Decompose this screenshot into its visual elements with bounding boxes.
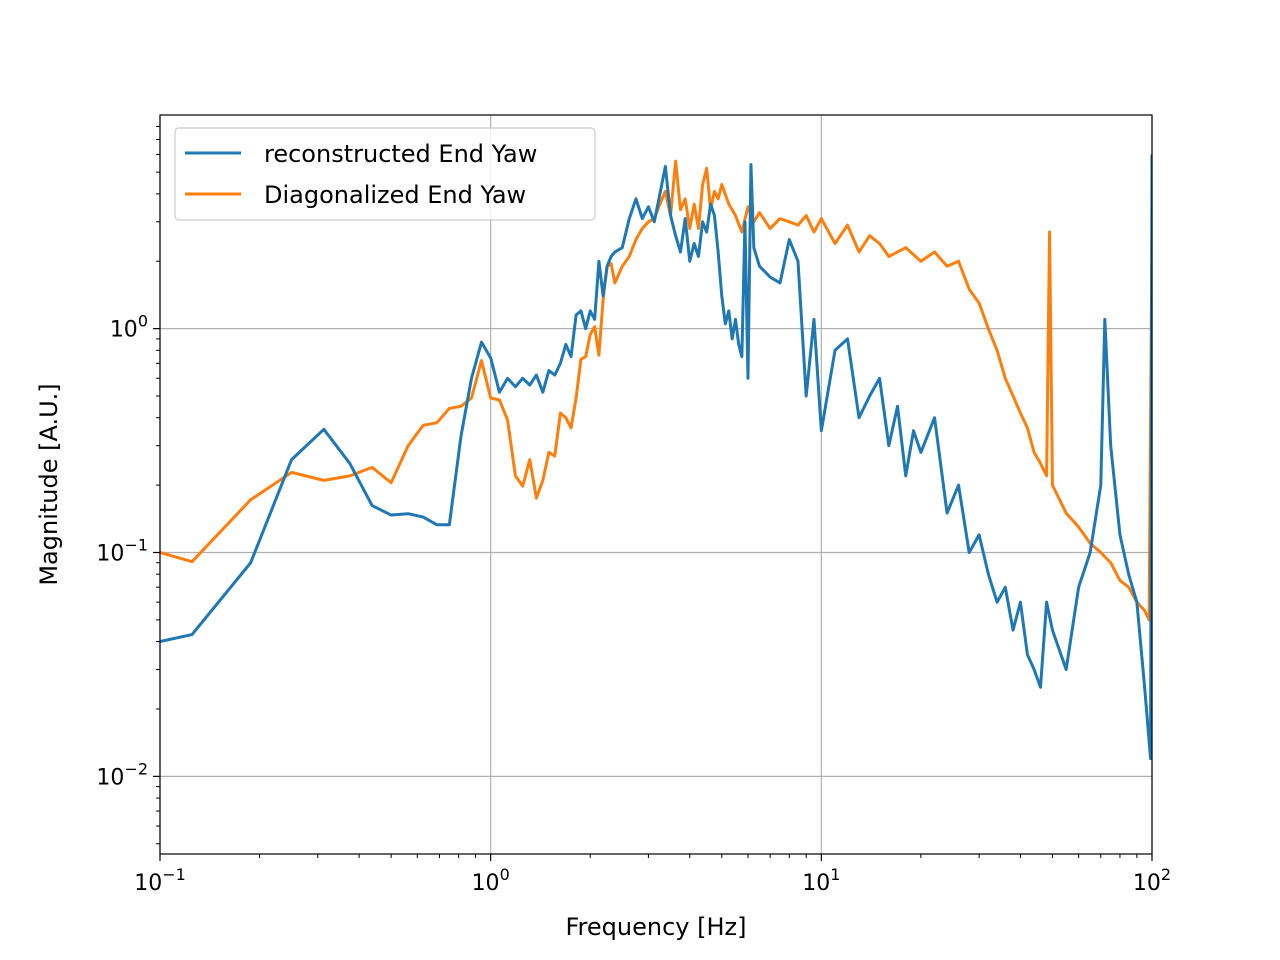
legend-entry-reconstructed: reconstructed End Yaw xyxy=(264,140,537,168)
y-tick-label: 10−1 xyxy=(96,535,148,566)
ticks: 10−1 100 101 102 10−2 10−1 100 xyxy=(96,125,1171,896)
y-tick-label: 100 xyxy=(110,312,148,343)
axes-frame xyxy=(159,114,1153,855)
legend-entry-diagonalized: Diagonalized End Yaw xyxy=(264,181,526,209)
y-tick-label: 10−2 xyxy=(96,759,148,790)
series-line-diagonalized xyxy=(160,159,1152,622)
x-tick-label: 10−1 xyxy=(134,865,186,896)
y-axis-label: Magnitude [A.U.] xyxy=(35,383,63,585)
x-axis-label: Frequency [Hz] xyxy=(566,913,747,941)
legend: reconstructed End Yaw Diagonalized End Y… xyxy=(174,127,596,221)
x-tick-label: 100 xyxy=(472,865,510,896)
series-layer xyxy=(160,154,1152,761)
x-tick-label: 102 xyxy=(1133,865,1171,896)
series-line-reconstructed xyxy=(160,154,1152,761)
x-tick-label: 101 xyxy=(802,865,840,896)
legend-box xyxy=(174,127,596,221)
